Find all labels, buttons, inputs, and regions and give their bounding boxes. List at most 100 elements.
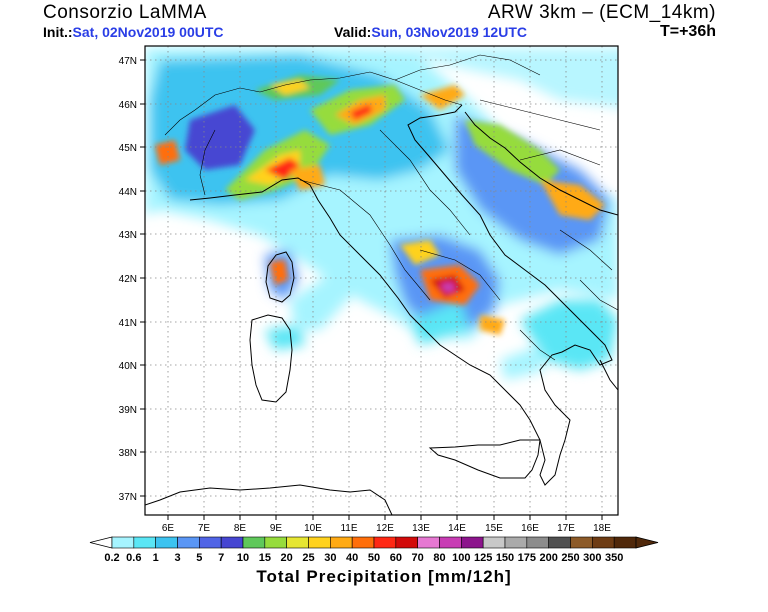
colorbar-title: Total Precipitation [mm/12h] <box>256 567 512 586</box>
colorbar-swatch <box>351 536 375 549</box>
colorbar-swatch <box>526 536 549 549</box>
lon-label: 16E <box>521 523 539 534</box>
colorbar-swatch <box>177 536 200 549</box>
colorbar-swatch <box>439 536 462 549</box>
sicily-coastline <box>428 439 541 479</box>
lat-label: 40N <box>119 361 137 372</box>
lat-labels: 47N 46N 45N 44N 43N 42N 41N 40N 39N 38N … <box>119 56 137 503</box>
lon-label: 14E <box>448 523 466 534</box>
colorbar-swatch <box>548 536 571 549</box>
lat-label: 44N <box>119 187 137 198</box>
lon-label: 6E <box>162 523 175 534</box>
gridlines <box>145 46 618 515</box>
lat-ticks <box>140 59 145 497</box>
france-italy-border <box>199 129 216 196</box>
init-time: Init.:Sat, 02Nov2019 00UTC <box>43 24 224 40</box>
colorbar-swatch <box>308 536 331 549</box>
lon-label: 18E <box>593 523 611 534</box>
lon-label: 7E <box>198 523 211 534</box>
app-title: Consorzio LaMMA <box>43 2 207 23</box>
greece-coastline <box>599 359 618 391</box>
colorbar-swatch <box>220 536 244 549</box>
lat-label: 37N <box>119 492 137 503</box>
borders <box>164 54 618 361</box>
lon-label: 8E <box>234 523 247 534</box>
italy-coastline <box>189 104 613 486</box>
coastlines <box>145 104 618 515</box>
colorbar-label: 30 <box>324 552 336 564</box>
austria-border <box>394 54 541 81</box>
colorbar-swatch <box>330 536 353 549</box>
lon-ticks <box>167 515 603 520</box>
lat-label: 47N <box>119 56 137 67</box>
colorbar-label: 80 <box>433 552 445 564</box>
colorbar-over-arrow <box>635 536 659 549</box>
colorbar-swatch <box>504 536 528 549</box>
init-label: Init.: <box>43 24 73 40</box>
africa-coastline <box>145 484 393 515</box>
colorbar-swatch <box>482 536 506 549</box>
lon-labels: 6E 7E 8E 9E 10E 11E 12E 13E 14E 15E 16E … <box>162 523 611 534</box>
colorbar-label: 175 <box>518 552 536 564</box>
colorbar-swatch <box>133 536 156 549</box>
lat-label: 43N <box>119 230 137 241</box>
colorbar-label: 250 <box>561 552 579 564</box>
colorbar-label: 70 <box>412 552 424 564</box>
colorbar-swatch <box>111 536 135 549</box>
colorbar-swatch <box>395 536 418 549</box>
colorbar-swatch <box>155 536 178 549</box>
colorbar-swatch <box>373 536 397 549</box>
precip-heavy <box>155 75 605 335</box>
alpine-border <box>194 71 463 111</box>
colorbar: 0.2 0.6 1 3 5 7 10 15 20 25 30 40 50 60 70 80 100 125 150 1… <box>89 536 659 564</box>
colorbar-label: 7 <box>218 552 224 564</box>
colorbar-label: 50 <box>368 552 380 564</box>
croatia-coastline <box>464 111 618 216</box>
lat-label: 42N <box>119 274 137 285</box>
lat-label: 39N <box>119 405 137 416</box>
colorbar-label: 0.6 <box>126 552 141 564</box>
forecast-step: T=+36h <box>659 23 716 40</box>
colorbar-label: 125 <box>474 552 492 564</box>
colorbar-swatch <box>570 536 593 549</box>
lon-label: 12E <box>376 523 394 534</box>
lat-label: 41N <box>119 318 137 329</box>
colorbar-swatch <box>461 536 484 549</box>
corsica-coastline <box>265 251 295 303</box>
colorbar-under-arrow <box>89 536 113 549</box>
valid-label: Valid: <box>334 24 372 40</box>
lon-label: 17E <box>557 523 575 534</box>
colorbar-swatch <box>242 536 266 549</box>
model-title: ARW 3km – (ECM_14km) <box>487 2 716 23</box>
colorbar-label: 60 <box>390 552 402 564</box>
colorbar-label: 150 <box>496 552 514 564</box>
colorbar-label: 5 <box>196 552 202 564</box>
colorbar-label: 0.2 <box>104 552 119 564</box>
colorbar-label: 15 <box>259 552 271 564</box>
colorbar-swatch <box>417 536 440 549</box>
lon-label: 13E <box>412 523 430 534</box>
lon-label: 10E <box>304 523 322 534</box>
plot-frame <box>144 45 619 516</box>
balkan-borders <box>479 99 618 311</box>
colorbar-label: 25 <box>302 552 314 564</box>
colorbar-label: 350 <box>605 552 623 564</box>
init-value: Sat, 02Nov2019 00UTC <box>72 24 224 40</box>
regional-borders <box>299 129 556 361</box>
colorbar-swatch <box>613 536 637 549</box>
lat-label: 38N <box>119 448 137 459</box>
sardinia-coastline <box>249 314 293 403</box>
valid-value: Sun, 03Nov2019 12UTC <box>371 24 527 40</box>
colorbar-label: 200 <box>539 552 557 564</box>
colorbar-swatch <box>592 536 615 549</box>
lat-label: 46N <box>119 100 137 111</box>
colorbar-label: 300 <box>583 552 601 564</box>
lat-label: 45N <box>119 143 137 154</box>
colorbar-swatch <box>286 536 309 549</box>
valid-time: Valid:Sun, 03Nov2019 12UTC <box>334 24 527 40</box>
colorbar-label: 1 <box>153 552 159 564</box>
colorbar-label: 20 <box>281 552 293 564</box>
colorbar-label: 40 <box>346 552 358 564</box>
lon-label: 15E <box>485 523 503 534</box>
